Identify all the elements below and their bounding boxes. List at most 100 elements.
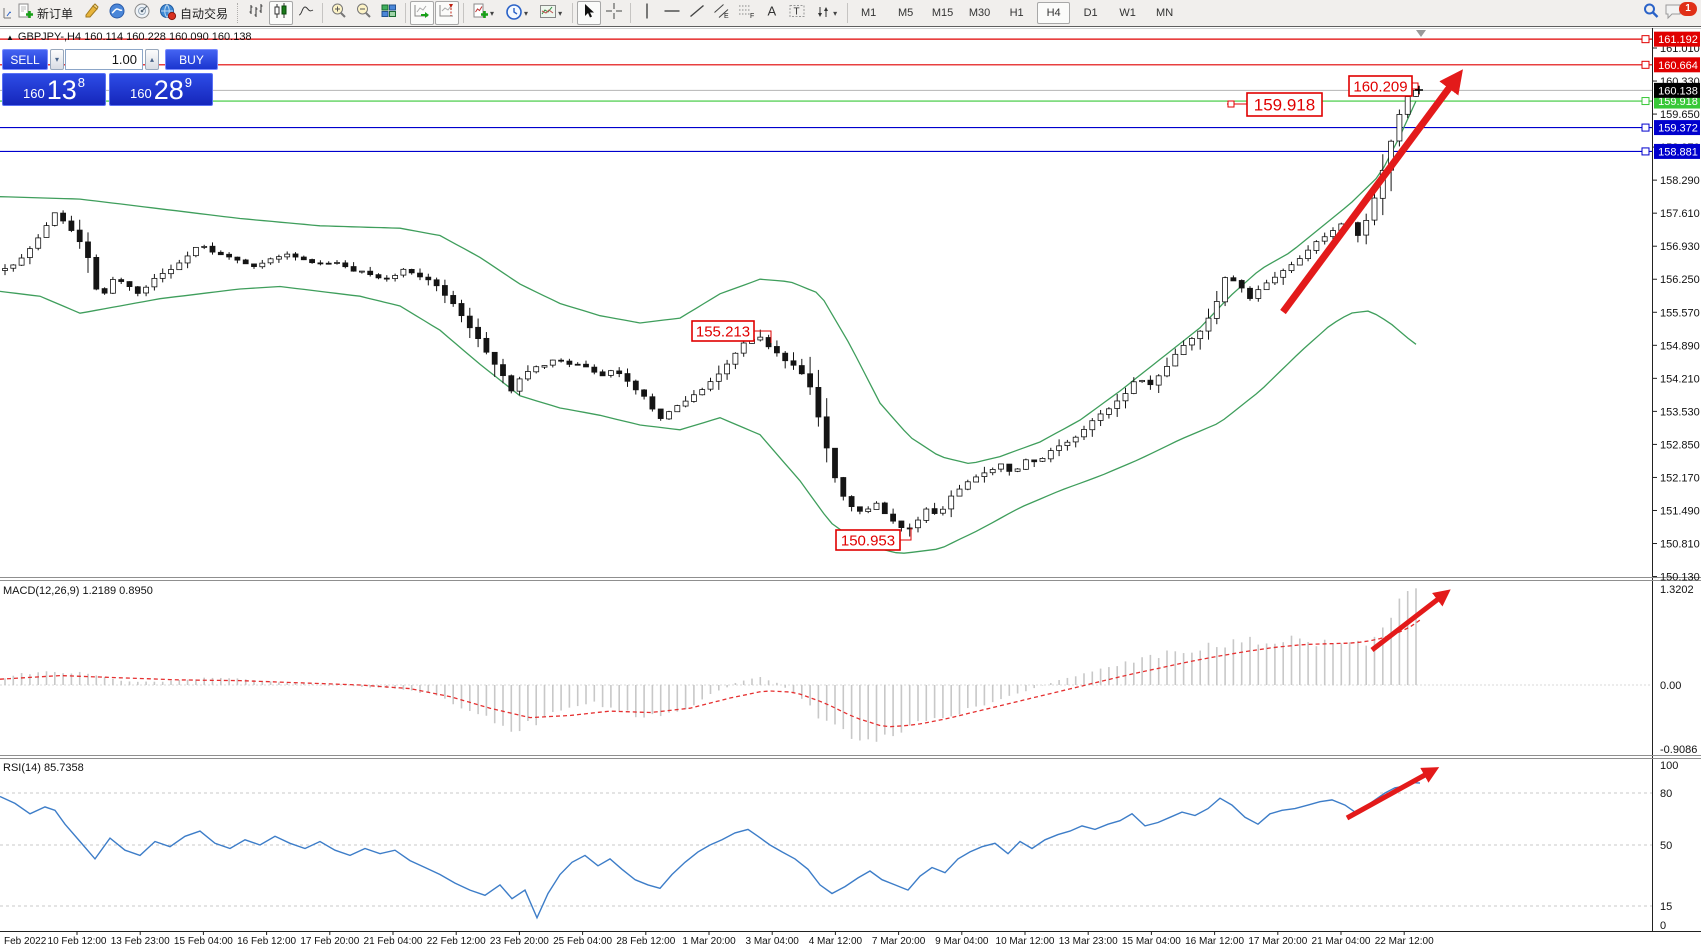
trend-arrow-macd[interactable] <box>1370 589 1451 652</box>
timeframe-button-MN[interactable]: MN <box>1156 7 1174 19</box>
toolbar-separator <box>405 3 407 23</box>
crosshair-icon <box>605 2 623 25</box>
search-button[interactable] <box>1639 1 1663 25</box>
volume-increase-button[interactable]: ▴ <box>145 49 159 70</box>
time-axis-label: 4 Mar 12:00 <box>809 936 863 947</box>
hline-handle <box>1641 35 1650 44</box>
macd-label: MACD(12,26,9) 1.2189 0.8950 <box>3 585 153 597</box>
crosshair-button[interactable] <box>602 1 626 25</box>
line-chart-icon <box>297 2 315 25</box>
toolbar-separator <box>463 3 465 23</box>
price-axis-label: 155.570 <box>1660 307 1700 319</box>
equidistant-channel-button[interactable]: E <box>710 1 734 25</box>
time-axis[interactable]: Feb 2022 10 Feb 12:00 13 Feb 23:00 15 Feb 0… <box>4 931 1434 947</box>
timeframe-button-M15[interactable]: M15 <box>931 7 954 19</box>
timeframe-button-W1[interactable]: W1 <box>1119 7 1136 19</box>
text-a-icon: A <box>763 2 781 25</box>
svg-text:T: T <box>794 6 800 17</box>
rsi-axis-label: 15 <box>1660 901 1672 913</box>
arrows-button[interactable]: ▾ <box>810 0 843 26</box>
new-order-button[interactable]: 新订单 <box>13 0 79 26</box>
notifications-button[interactable]: 1 <box>1663 1 1697 25</box>
time-axis-label: 16 Mar 12:00 <box>1185 936 1244 947</box>
price-axis-label: 151.490 <box>1660 505 1700 517</box>
sell-price-box[interactable]: 160 13 8 <box>2 73 106 106</box>
timeframe-button-M1[interactable]: M1 <box>860 7 877 19</box>
price-axis-label: 159.650 <box>1660 109 1700 121</box>
text-button[interactable]: A <box>760 1 784 25</box>
price-axis-label: 152.170 <box>1660 472 1700 484</box>
buy-button[interactable]: BUY <box>165 49 218 70</box>
zoom-in-button[interactable] <box>327 1 351 25</box>
hline-handle <box>1641 60 1650 69</box>
time-axis-label: 25 Feb 04:00 <box>553 936 612 947</box>
timeframe-button-H1[interactable]: H1 <box>1009 7 1024 19</box>
radar-button[interactable] <box>130 1 154 25</box>
price-axis-label: 153.530 <box>1660 406 1700 418</box>
volume-input[interactable] <box>65 49 143 70</box>
sell-button[interactable]: SELL <box>2 49 48 70</box>
trendline-icon <box>688 2 706 25</box>
macd-axis-label: 1.3202 <box>1660 584 1694 596</box>
line-chart-button[interactable] <box>294 1 318 25</box>
auto-scroll-button[interactable] <box>410 1 435 25</box>
rsi-axis-label: 0 <box>1660 920 1666 932</box>
indicators-button[interactable]: ▾ <box>468 0 500 26</box>
toolbar-separator <box>322 3 324 23</box>
zoom-out-button[interactable] <box>352 1 376 25</box>
toolbar: 新订单 自动交易 <box>0 0 1701 27</box>
buy-price-base: 160 <box>130 86 152 101</box>
trade-panel-controls: SELL ▾ ▴ BUY <box>2 49 220 70</box>
autotrading-label: 自动交易 <box>180 6 229 21</box>
tile-windows-button[interactable] <box>377 1 401 25</box>
time-axis-label: 16 Feb 12:00 <box>237 936 296 947</box>
price-annotation[interactable]: 159.918 <box>1227 92 1323 117</box>
text-label-button[interactable]: T <box>785 1 809 25</box>
time-axis-label: 13 Feb 23:00 <box>111 936 170 947</box>
chart-title-text: GBPJPY-,H4 160.114 160.228 160.090 160.1… <box>17 31 252 43</box>
price-axis-badges: 161.192 160.664 159.918 159.372 158.881 160.1… <box>1654 31 1700 159</box>
volume-decrease-button[interactable]: ▾ <box>50 49 64 70</box>
trendline-button[interactable] <box>685 1 709 25</box>
profile-button[interactable] <box>105 1 129 25</box>
sell-price-pips: 13 <box>46 75 77 105</box>
candlestick-chart-button[interactable] <box>269 1 294 25</box>
price-axis-label: 152.850 <box>1660 439 1700 451</box>
collapse-triangle-icon[interactable]: ▲ <box>6 32 14 42</box>
fibonacci-button[interactable]: F <box>735 1 759 25</box>
dropdown-caret-icon: ▾ <box>490 8 495 18</box>
chart-shift-marker[interactable] <box>1416 30 1426 37</box>
chart-shift-button[interactable] <box>435 1 460 25</box>
timeframe-button-M30[interactable]: M30 <box>968 7 991 19</box>
templates-button[interactable]: ▾ <box>535 0 568 26</box>
chart-shift-icon <box>438 2 456 25</box>
bar-chart-button[interactable] <box>244 1 268 25</box>
search-icon <box>1642 2 1660 25</box>
trend-arrow-main[interactable] <box>1280 69 1463 315</box>
vertical-line-button[interactable] <box>635 1 659 25</box>
timeframe-button-M5[interactable]: M5 <box>897 7 914 19</box>
cursor-button[interactable] <box>577 1 602 25</box>
periods-button[interactable]: ▾ <box>501 0 534 26</box>
time-axis-label: 23 Feb 20:00 <box>490 936 549 947</box>
horizontal-line-button[interactable] <box>660 1 684 25</box>
template-chart-icon <box>539 3 557 24</box>
timeframe-group: M1 M5 M15 M30 H1 H4 D1 W1 MN <box>852 2 1181 24</box>
price-annotation[interactable]: 160.209 <box>1348 75 1420 97</box>
mini-chart-icon[interactable] <box>1 1 12 25</box>
timeframe-button-D1[interactable]: D1 <box>1083 7 1098 19</box>
timeframe-button-H4[interactable]: H4 <box>1037 2 1071 24</box>
horizontal-lines[interactable] <box>0 35 1652 156</box>
autotrading-button[interactable]: 自动交易 <box>155 0 234 26</box>
rsi-axis-label: 80 <box>1660 788 1672 800</box>
time-axis-label: 15 Mar 04:00 <box>1122 936 1181 947</box>
buy-price-box[interactable]: 160 28 9 <box>109 73 213 106</box>
time-axis-label: 28 Feb 12:00 <box>616 936 675 947</box>
price-annotation[interactable]: 155.213 <box>691 320 772 343</box>
styler-button[interactable] <box>80 1 104 25</box>
price-annotation[interactable]: 150.953 <box>835 528 912 551</box>
trend-arrow-rsi[interactable] <box>1345 767 1440 821</box>
time-axis-label: 10 Mar 12:00 <box>996 936 1055 947</box>
time-axis-label: Feb 2022 <box>4 936 47 947</box>
